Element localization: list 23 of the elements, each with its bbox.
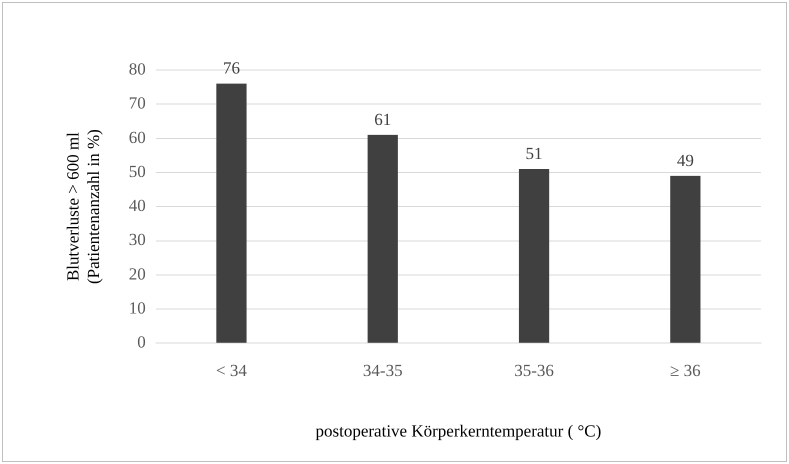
data-label: 61	[374, 110, 392, 129]
bar	[518, 169, 550, 343]
y-tick-label: 30	[128, 230, 146, 250]
x-tick-label: ≥ 36	[670, 360, 701, 380]
data-label: 51	[526, 144, 543, 164]
y-tick-label: 20	[128, 264, 146, 284]
y-axis-title: Blutverluste > 600 ml (Patientenanzahl in %)	[64, 129, 104, 284]
y-tick-label: 70	[128, 94, 146, 113]
y-tick-label: 50	[128, 162, 146, 181]
y-tick-label: 10	[128, 298, 146, 318]
bar	[670, 176, 700, 343]
y-tick-label: 40	[128, 196, 146, 216]
bar	[368, 134, 398, 343]
x-axis-title: postoperative Körperkerntemperatur ( °C)	[316, 421, 602, 440]
x-tick-label: 35-36	[514, 360, 554, 380]
x-tick-label: 34-35	[362, 360, 403, 380]
x-tick-label: < 34	[216, 360, 248, 380]
data-label: 76	[222, 58, 240, 78]
y-tick-label: 0	[137, 332, 146, 352]
y-tick-label: 80	[128, 59, 146, 78]
data-label: 49	[676, 150, 694, 170]
y-tick-label: 60	[128, 128, 146, 147]
bar	[216, 84, 247, 343]
